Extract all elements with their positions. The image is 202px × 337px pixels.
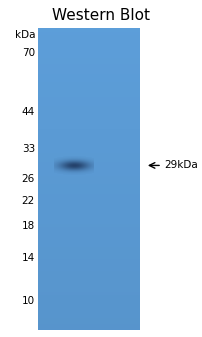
Text: 26: 26 <box>22 174 35 184</box>
Text: 33: 33 <box>22 144 35 154</box>
Bar <box>38 28 139 330</box>
Text: 18: 18 <box>22 221 35 232</box>
Text: 10: 10 <box>22 297 35 306</box>
Text: 29kDa: 29kDa <box>163 160 197 171</box>
Text: 70: 70 <box>22 48 35 58</box>
Text: 22: 22 <box>22 196 35 206</box>
Text: 14: 14 <box>22 253 35 264</box>
Text: Western Blot: Western Blot <box>52 8 150 24</box>
Text: kDa: kDa <box>14 30 35 40</box>
Text: 44: 44 <box>22 107 35 117</box>
